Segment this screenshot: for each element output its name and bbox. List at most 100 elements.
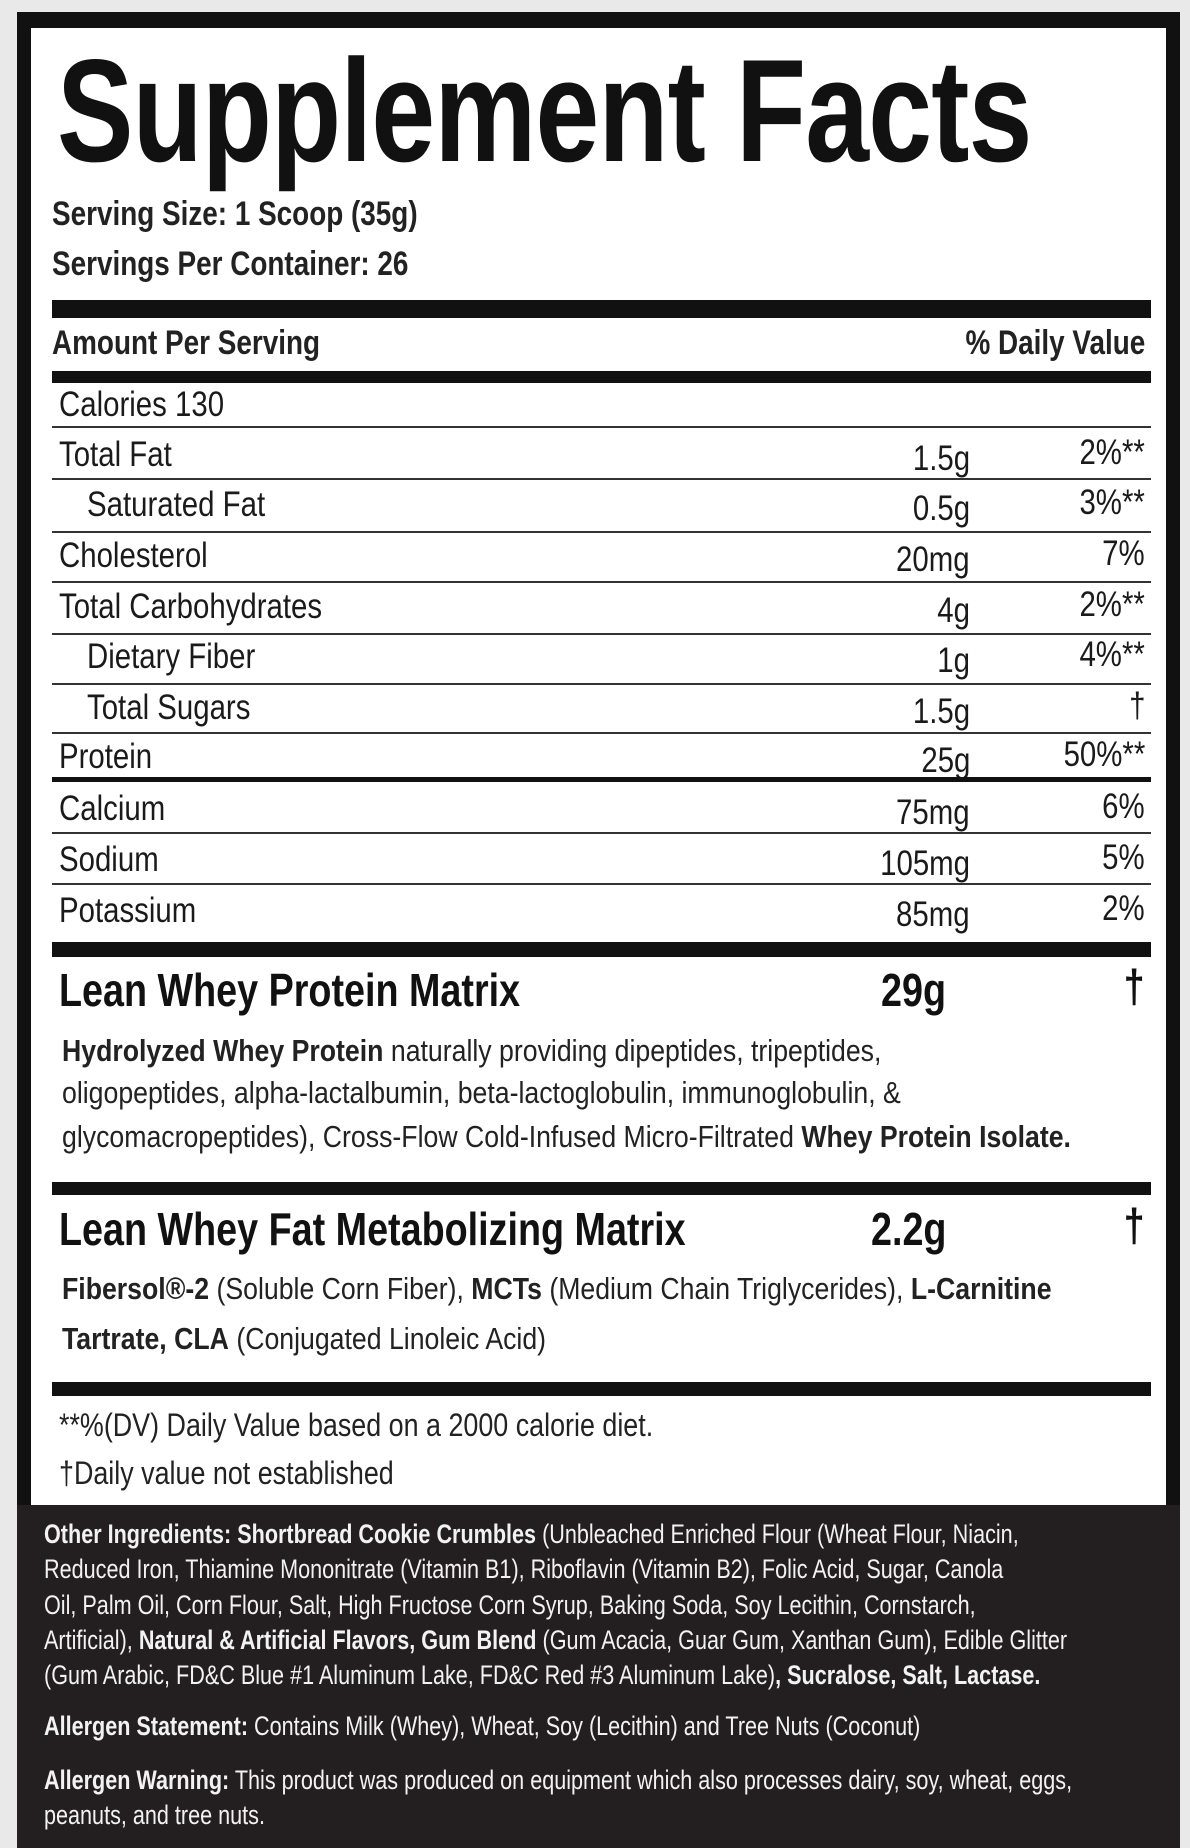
calories: Calories 130 [59,385,225,424]
text: naturally providing dipeptides, tripepti… [383,1033,882,1068]
text: (Medium Chain Triglycerides), [541,1271,911,1306]
nutrient-amount: 25g [920,741,970,780]
text: peanuts, and tree nuts. [44,1800,265,1830]
blend-amount: 2.2g [871,1203,947,1255]
nutrient-amount: 105mg [880,844,970,883]
nutrient-amount: 1g [937,641,970,680]
bold-text: L-Carnitine [910,1271,1052,1306]
nutrient-daily-value: 2%** [1079,585,1145,624]
bold-text: Natural & Artificial Flavors, Gum Blend [138,1624,537,1655]
blend-daily-value: † [1124,960,1145,1012]
nutrient-amount: 1.5g [912,439,970,478]
amount-per-serving-header: Amount Per Serving [52,324,321,362]
nutrient-daily-value: 3%** [1079,483,1145,522]
blend-description-line: Hydrolyzed Whey Protein naturally provid… [62,1035,881,1066]
blend-name: Lean Whey Fat Metabolizing Matrix [59,1203,686,1255]
footnote-dv: **%(DV) Daily Value based on a 2000 calo… [59,1407,654,1443]
nutrient-name: Total Sugars [87,688,251,727]
nutrient-amount: 20mg [896,540,970,579]
divider-thick [52,1182,1151,1195]
divider-thick [52,371,1151,383]
text: This product was produced on equipment w… [229,1765,1073,1795]
nutrient-name: Potassium [59,891,197,930]
nutrient-daily-value: 2%** [1079,433,1145,472]
divider [52,581,1151,583]
divider [52,883,1151,885]
nutrient-amount: 0.5g [912,489,970,528]
daily-value-header: % Daily Value [965,324,1145,362]
nutrient-name: Sodium [59,840,159,879]
divider [52,683,1151,685]
text: Artificial), [44,1624,139,1655]
divider-thick [52,1382,1151,1396]
supplement-facts-panel [31,28,1166,1505]
text: (Unbleached Enriched Flour (Wheat Flour,… [536,1519,1019,1549]
divider [52,832,1151,834]
blend-description-line: Tartrate, CLA (Conjugated Linoleic Acid) [62,1323,546,1354]
divider [52,478,1151,480]
blend-description-line: oligopeptides, alpha-lactalbumin, beta-l… [62,1077,901,1108]
divider [52,531,1151,533]
servings-per-container: Servings Per Container: 26 [52,245,409,283]
text: (Gum Acacia, Guar Gum, Xanthan Gum), Edi… [536,1624,1068,1655]
blend-amount: 29g [881,964,946,1016]
nutrient-daily-value: 6% [1102,787,1145,826]
nutrient-amount: 85mg [896,895,970,934]
nutrient-amount: 1.5g [912,692,970,731]
nutrient-daily-value: 4%** [1079,635,1145,674]
divider [52,732,1151,734]
bold-text: MCTs [471,1271,542,1306]
text: Contains Milk (Whey), Wheat, Soy (Lecith… [248,1711,921,1741]
nutrient-daily-value: † [1128,686,1145,725]
divider [52,426,1151,428]
allergen-warning-line: Allergen Warning: This product was produ… [44,1767,1072,1794]
blend-name: Lean Whey Protein Matrix [59,964,521,1016]
divider-thick [52,942,1151,957]
nutrient-name: Protein [59,737,153,776]
nutrient-amount: 4g [937,591,970,630]
nutrient-name: Total Fat [59,435,172,474]
bold-text: Hydrolyzed Whey Protein [62,1033,384,1068]
nutrient-name: Total Carbohydrates [59,587,323,626]
bold-text: Allergen Warning: [44,1765,230,1795]
text: Reduced Iron, Thiamine Mononitrate (Vita… [44,1554,1004,1585]
nutrient-name: Cholesterol [59,536,208,575]
page-title: Supplement Facts [57,29,1032,192]
blend-description-line: glycomacropeptides), Cross-Flow Cold-Inf… [62,1121,1071,1152]
nutrient-daily-value: 50%** [1063,735,1145,774]
ingredients-line: Other Ingredients: Shortbread Cookie Cru… [44,1521,1019,1548]
ingredients-line: (Gum Arabic, FD&C Blue #1 Aluminum Lake,… [44,1662,1040,1689]
bold-text: Whey Protein Isolate. [801,1119,1071,1154]
serving-size: Serving Size: 1 Scoop (35g) [52,195,418,233]
bold-text: Tartrate, CLA [62,1321,229,1356]
ingredients-line: Oil, Palm Oil, Corn Flour, Salt, High Fr… [44,1589,976,1620]
ingredients-line: Artificial), Natural & Artificial Flavor… [44,1624,1068,1655]
bold-text: Fibersol®-2 [62,1271,210,1306]
text: glycomacropeptides), Cross-Flow Cold-Inf… [62,1119,802,1154]
blend-daily-value: † [1124,1199,1145,1251]
divider [52,777,1151,782]
allergen-warning-line: peanuts, and tree nuts. [44,1802,265,1829]
nutrient-daily-value: 7% [1102,534,1145,573]
text: Oil, Palm Oil, Corn Flour, Salt, High Fr… [44,1589,976,1620]
blend-description-line: Fibersol®-2 (Soluble Corn Fiber), MCTs (… [62,1273,1052,1304]
allergen-statement: Allergen Statement: Contains Milk (Whey)… [44,1713,920,1740]
nutrient-name: Dietary Fiber [87,637,256,676]
bold-text: , Sucralose, Salt, Lactase. [775,1660,1041,1691]
ingredients-line: Reduced Iron, Thiamine Mononitrate (Vita… [44,1556,1003,1583]
ingredients-panel [17,1505,1180,1848]
bold-text: Other Ingredients: Shortbread Cookie Cru… [44,1519,537,1549]
nutrient-daily-value: 2% [1102,889,1145,928]
bold-text: Allergen Statement: [44,1711,249,1741]
text: (Conjugated Linoleic Acid) [228,1321,547,1356]
divider [52,633,1151,635]
divider-thick [52,300,1151,318]
text: oligopeptides, alpha-lactalbumin, beta-l… [62,1075,901,1110]
text: (Gum Arabic, FD&C Blue #1 Aluminum Lake,… [44,1660,776,1691]
nutrient-amount: 75mg [896,793,970,832]
nutrient-name: Calcium [59,789,166,828]
nutrient-daily-value: 5% [1102,838,1145,877]
nutrient-name: Saturated Fat [87,485,266,524]
text: (Soluble Corn Fiber), [209,1271,472,1306]
footnote-dagger: †Daily value not established [59,1455,394,1491]
